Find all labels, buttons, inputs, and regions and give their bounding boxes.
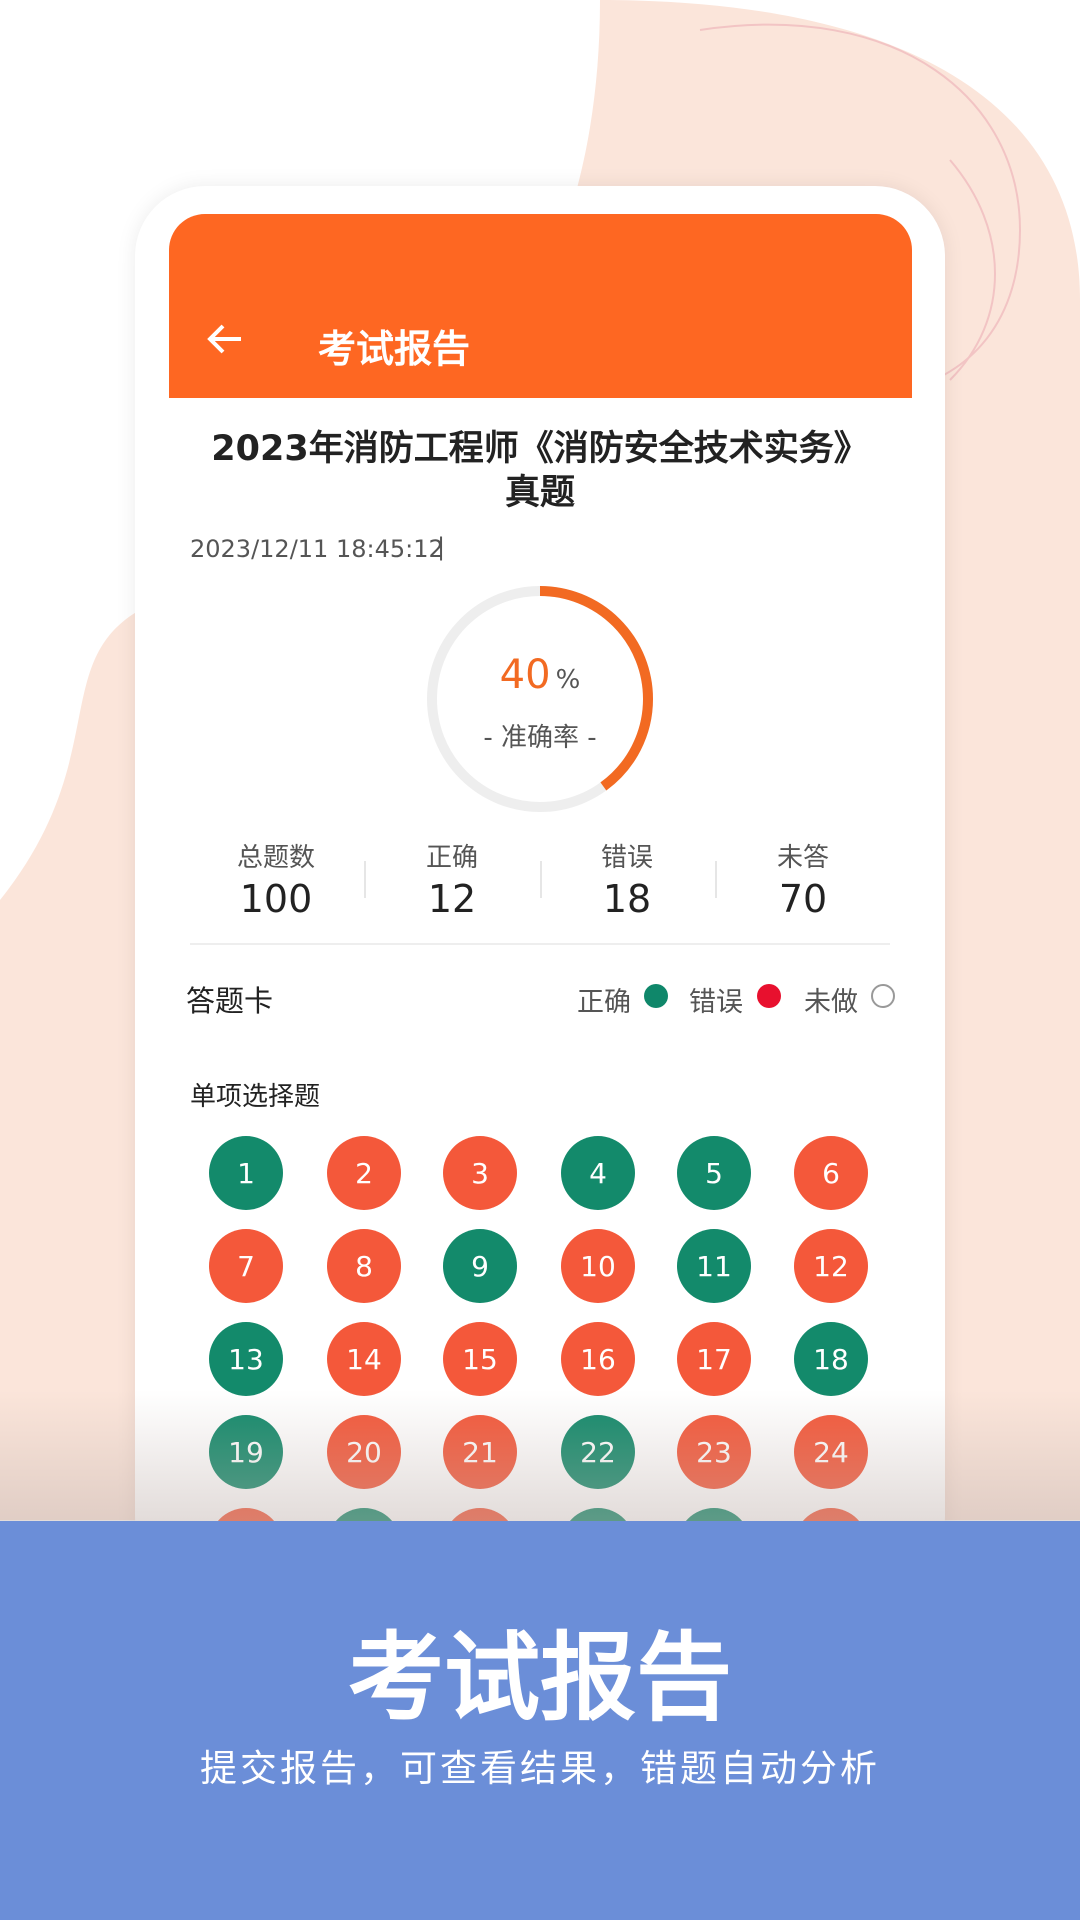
question-circle bbox=[327, 1136, 401, 1210]
question-circle bbox=[677, 1229, 751, 1303]
divider bbox=[190, 943, 890, 945]
legend-dot bbox=[871, 984, 895, 1008]
question-number: 24 bbox=[813, 1436, 849, 1469]
question-number: 6 bbox=[822, 1157, 840, 1190]
legend-label: 错误 bbox=[689, 987, 743, 1018]
question-number: 20 bbox=[346, 1436, 382, 1469]
separator: | bbox=[437, 533, 446, 561]
question-number: 19 bbox=[228, 1436, 264, 1469]
question-number: 18 bbox=[813, 1343, 849, 1376]
accuracy-ring bbox=[427, 586, 653, 812]
legend-dot bbox=[644, 984, 668, 1008]
question-number: 17 bbox=[696, 1343, 732, 1376]
legend-label: 正确 bbox=[577, 987, 631, 1018]
report-title: 真题 bbox=[504, 473, 575, 513]
question-number: 14 bbox=[346, 1343, 382, 1376]
question-circle bbox=[327, 1229, 401, 1303]
stat-label: 总题数 bbox=[236, 843, 315, 873]
question-circle bbox=[209, 1322, 283, 1396]
banner bbox=[0, 1521, 1080, 1920]
question-circle bbox=[327, 1415, 401, 1489]
question-number: 12 bbox=[813, 1250, 849, 1283]
question-circle bbox=[561, 1229, 635, 1303]
fade bbox=[0, 1390, 1080, 1525]
legend-dot bbox=[757, 984, 781, 1008]
report-title: 2023年消防工程师《消防安全技术实务》 bbox=[211, 429, 869, 469]
question-number: 4 bbox=[589, 1157, 607, 1190]
accuracy-arc bbox=[427, 586, 653, 812]
question-circle bbox=[561, 1415, 635, 1489]
question-number: 1 bbox=[237, 1157, 255, 1190]
stat-divider bbox=[539, 861, 542, 898]
question-circle bbox=[794, 1415, 868, 1489]
stat-label: 未答 bbox=[776, 843, 829, 873]
question-circle bbox=[794, 1322, 868, 1396]
report-date: 2023/12/11 18:45:12 bbox=[190, 535, 444, 563]
stat-label: 错误 bbox=[600, 843, 653, 873]
stat-divider bbox=[715, 861, 717, 898]
question-circle bbox=[209, 1136, 283, 1210]
banner-subtitle: 提交报告，可查看结果，错题自动分析 bbox=[200, 1747, 880, 1790]
question-number: 9 bbox=[471, 1250, 489, 1283]
question-circle bbox=[561, 1322, 635, 1396]
accuracy-value: 40 % bbox=[0, 652, 1080, 698]
stat-value: 12 bbox=[427, 877, 477, 921]
question-circle bbox=[209, 1415, 283, 1489]
question-number: 3 bbox=[471, 1157, 489, 1190]
stat-label: 正确 bbox=[425, 843, 478, 873]
question-circle bbox=[209, 1229, 283, 1303]
question-number: 21 bbox=[462, 1436, 498, 1469]
question-circle bbox=[677, 1415, 751, 1489]
question-number: 5 bbox=[705, 1157, 723, 1190]
stat-value: 18 bbox=[602, 877, 652, 921]
banner-title: 考试报告 bbox=[348, 1622, 732, 1734]
stat-value: 70 bbox=[778, 877, 828, 921]
back-button[interactable] bbox=[205, 322, 245, 356]
header-title: 考试报告 bbox=[318, 327, 471, 371]
stat-value: 100 bbox=[239, 877, 313, 921]
question-circle bbox=[443, 1415, 517, 1489]
question-circle bbox=[677, 1136, 751, 1210]
question-circle bbox=[561, 1136, 635, 1210]
question-number: 13 bbox=[228, 1343, 264, 1376]
question-circle bbox=[327, 1322, 401, 1396]
question-number: 22 bbox=[580, 1436, 616, 1469]
question-number: 15 bbox=[462, 1343, 498, 1376]
question-number: 2 bbox=[355, 1157, 373, 1190]
accuracy-number: 40 bbox=[499, 652, 551, 698]
accuracy-unit: % bbox=[555, 665, 581, 695]
question-number: 10 bbox=[580, 1250, 616, 1283]
question-circle bbox=[794, 1136, 868, 1210]
question-number: 16 bbox=[580, 1343, 616, 1376]
question-number: 8 bbox=[355, 1250, 373, 1283]
app-header bbox=[169, 214, 912, 398]
stat-divider bbox=[364, 861, 366, 898]
accuracy-label: - 准确率 - bbox=[483, 723, 597, 753]
question-circle bbox=[443, 1136, 517, 1210]
card-title: 答题卡 bbox=[186, 984, 274, 1018]
section-title: 单项选择题 bbox=[190, 1082, 321, 1112]
bg-arc bbox=[949, 159, 996, 381]
question-number: 7 bbox=[237, 1250, 255, 1283]
question-circle bbox=[443, 1229, 517, 1303]
question-number: 23 bbox=[696, 1436, 732, 1469]
question-number: 11 bbox=[696, 1250, 732, 1283]
question-circle bbox=[443, 1322, 517, 1396]
question-circle bbox=[677, 1322, 751, 1396]
legend-label: 未做 bbox=[804, 987, 858, 1018]
question-circle bbox=[794, 1229, 868, 1303]
